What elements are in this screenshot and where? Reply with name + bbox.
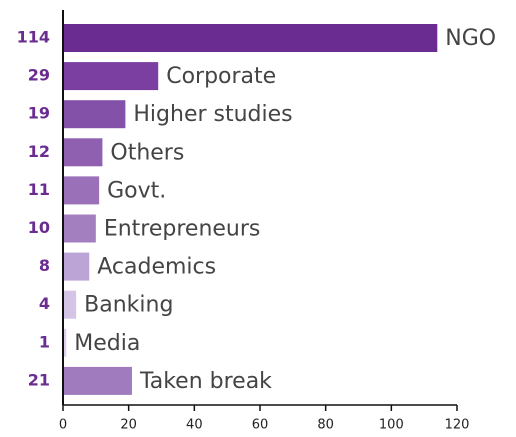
bar xyxy=(63,100,126,129)
category-label: Higher studies xyxy=(133,102,292,127)
value-label: 1 xyxy=(39,332,50,351)
value-label: 21 xyxy=(28,370,50,389)
value-label: 12 xyxy=(28,142,50,161)
x-tick-label: 60 xyxy=(252,418,269,433)
bar xyxy=(63,290,77,319)
value-label: 29 xyxy=(28,66,50,85)
category-label: Taken break xyxy=(139,369,272,394)
x-tick-label: 80 xyxy=(317,418,334,433)
category-label: Banking xyxy=(84,293,173,318)
bar xyxy=(63,328,67,357)
value-label: 8 xyxy=(39,256,50,275)
bar xyxy=(63,62,159,91)
value-label: 19 xyxy=(28,104,50,123)
category-label: Others xyxy=(110,140,184,165)
category-label: Corporate xyxy=(166,64,276,89)
bar xyxy=(63,214,96,243)
bar xyxy=(63,24,438,52)
category-label: Media xyxy=(74,331,140,356)
bar xyxy=(63,252,90,281)
x-tick-label: 40 xyxy=(186,418,203,433)
x-tick-label: 0 xyxy=(59,418,67,433)
category-label: Govt. xyxy=(107,178,166,203)
value-label: 4 xyxy=(39,294,50,313)
value-label: 114 xyxy=(17,28,50,47)
value-label: 11 xyxy=(28,180,50,199)
bar xyxy=(63,138,103,167)
category-label: Academics xyxy=(97,255,216,280)
bar xyxy=(63,366,132,395)
x-tick-label: 100 xyxy=(379,418,404,433)
bar xyxy=(63,176,100,205)
category-label: NGO xyxy=(445,26,496,51)
category-label: Entrepreneurs xyxy=(104,217,261,242)
value-label: 10 xyxy=(28,218,50,237)
x-tick-label: 120 xyxy=(445,418,470,433)
x-tick-label: 20 xyxy=(120,418,137,433)
